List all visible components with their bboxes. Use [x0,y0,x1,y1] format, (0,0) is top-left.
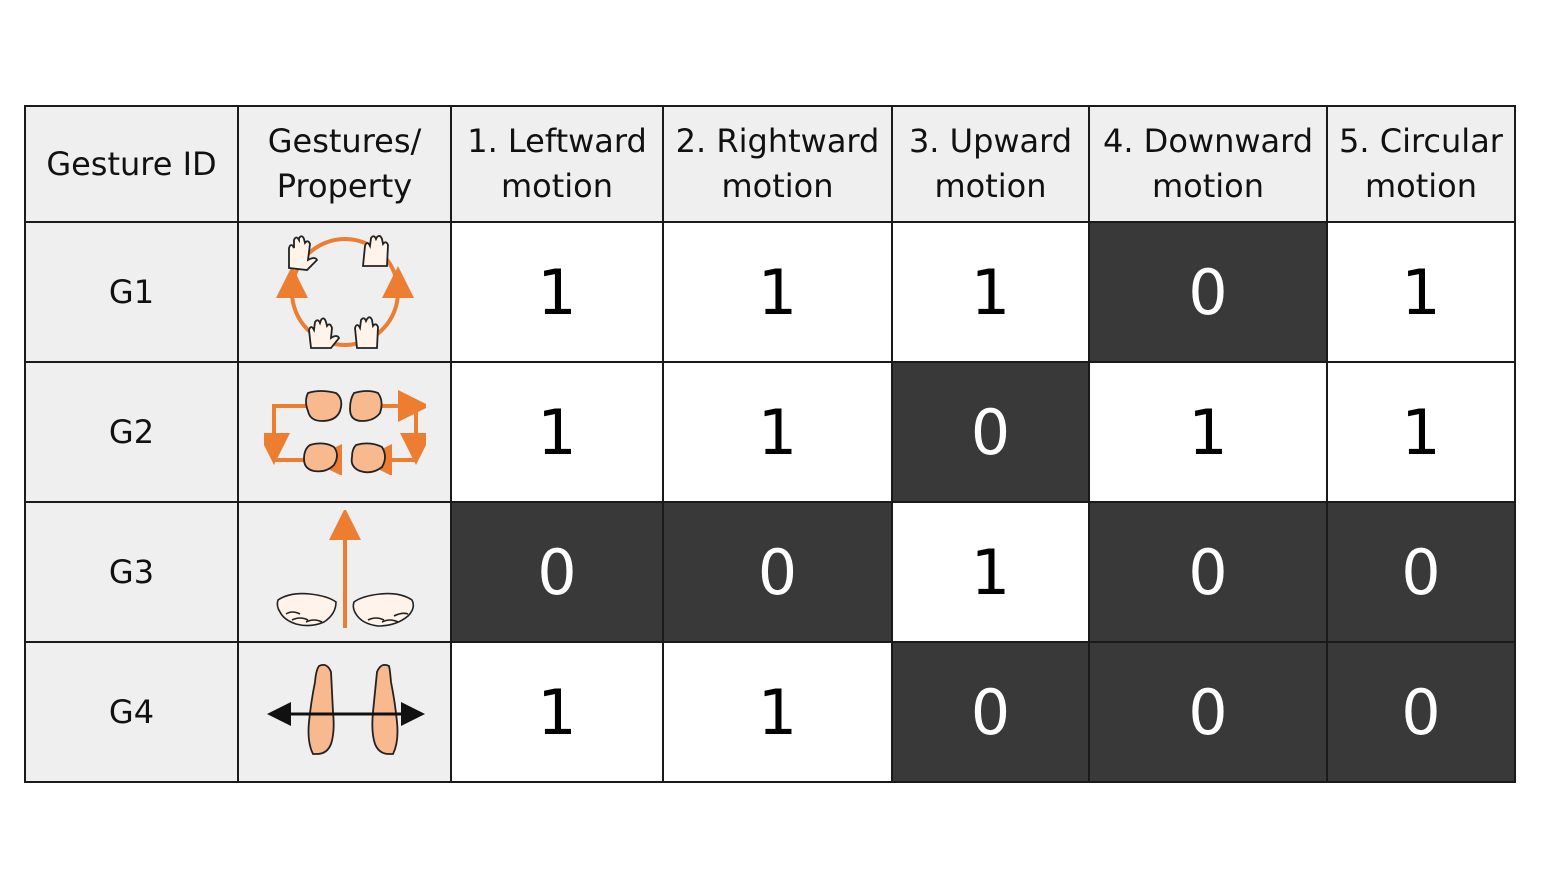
gesture-property-table: Gesture ID Gestures/ Property 1. Leftwar… [24,105,1516,783]
header-rightward-motion: 2. Rightward motion [662,105,893,223]
property-value-cell: 0 [662,501,893,643]
property-value-cell: 0 [891,641,1090,783]
gesture-illustration-cell [237,221,452,363]
property-value-cell: 0 [450,501,664,643]
header-gesture-id: Gesture ID [24,105,239,223]
header-leftward-motion: 1. Leftward motion [450,105,664,223]
gesture-id-cell: G1 [24,221,239,363]
property-value-cell: 0 [1326,641,1516,783]
fist-loop-icon [263,390,426,475]
palms-horizontal-icon [266,663,425,755]
gesture-id-cell: G4 [24,641,239,783]
property-value-cell: 1 [1326,221,1516,363]
gesture-id-cell: G3 [24,501,239,643]
header-row: Gesture ID Gestures/ Property 1. Leftwar… [24,105,1516,223]
open-palms-up-icon [276,510,414,628]
property-value-cell: 1 [662,221,893,363]
property-value-cell: 1 [1088,361,1328,503]
property-value-cell: 0 [891,361,1090,503]
property-value-cell: 0 [1088,501,1328,643]
header-gestures-property: Gestures/ Property [237,105,452,223]
property-value-cell: 1 [662,641,893,783]
gesture-illustration-cell [237,641,452,783]
gesture-id-cell: G2 [24,361,239,503]
circular-hands-icon [275,234,414,349]
header-circular-motion: 5. Circular motion [1326,105,1516,223]
property-value-cell: 1 [450,641,664,783]
property-value-cell: 1 [450,361,664,503]
gesture-illustration-cell [237,361,452,503]
property-value-cell: 1 [891,221,1090,363]
property-value-cell: 0 [1088,641,1328,783]
property-value-cell: 0 [1326,501,1516,643]
property-value-cell: 1 [450,221,664,363]
property-value-cell: 0 [1088,221,1328,363]
gesture-illustration-cell [237,501,452,643]
property-value-cell: 1 [891,501,1090,643]
header-upward-motion: 3. Upward motion [891,105,1090,223]
property-value-cell: 1 [662,361,893,503]
header-downward-motion: 4. Downward motion [1088,105,1328,223]
property-value-cell: 1 [1326,361,1516,503]
